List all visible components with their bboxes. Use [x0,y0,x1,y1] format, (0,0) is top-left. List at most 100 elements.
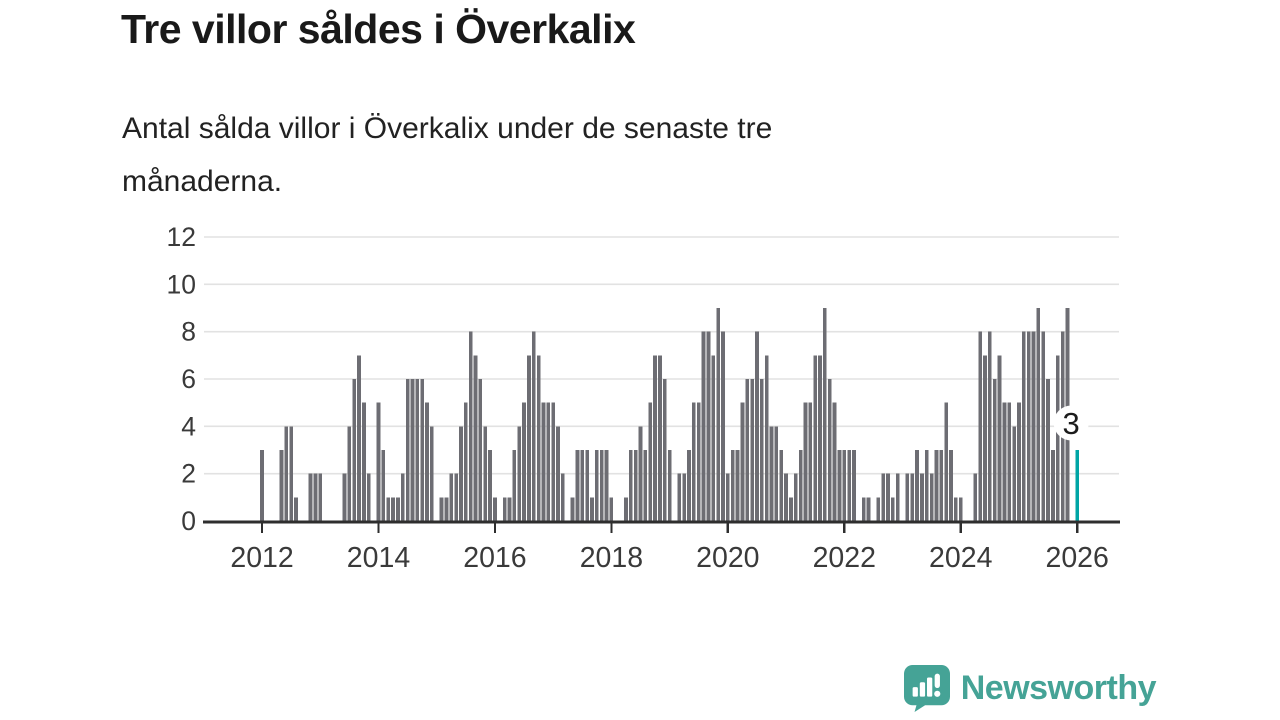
month-bar [1012,426,1016,521]
subtitle-line-1: Antal sålda villor i Överkalix under de … [122,112,773,145]
month-bar [561,473,565,521]
month-bar [430,426,434,521]
month-bar [1017,402,1021,521]
x-axis-tick-label: 2022 [813,542,876,574]
month-bar [866,497,871,521]
month-bar [468,331,473,521]
month-bar [1075,450,1080,521]
month-bar [493,497,497,521]
month-bar [861,497,866,521]
month-bar [294,497,298,521]
month-bar [415,379,420,521]
month-bar [803,402,808,521]
month-bar [425,402,429,521]
x-axis-tick-label: 2014 [347,542,411,574]
month-bar [973,473,978,521]
month-bar [895,473,900,521]
month-bar [517,426,522,521]
month-bar [978,331,982,521]
month-bar [638,426,643,521]
month-bar [929,473,934,521]
month-bar [454,473,458,521]
month-bar [852,450,856,521]
month-bar [570,497,575,521]
month-bar [444,497,449,521]
month-bar [992,379,997,521]
month-bar [1021,331,1026,521]
month-bar [924,450,929,521]
month-bar [687,450,691,521]
month-bar [284,426,289,521]
month-bar [653,355,657,521]
month-bar [949,450,953,521]
month-bar [876,497,881,521]
month-bar [289,426,294,521]
month-bar [391,497,395,521]
month-bar [541,402,546,521]
month-bar [522,402,526,521]
month-bar [1055,355,1060,521]
subtitle-line-2: månaderna. [122,165,283,198]
month-bar [701,331,706,521]
month-bar [604,450,609,521]
newsworthy-speech-bubble-barchart-icon [903,665,950,712]
month-bar [594,450,599,521]
month-bar [920,473,924,521]
month-bar [813,355,818,521]
month-bar [308,473,313,521]
month-bar [648,402,653,521]
month-bar [396,497,400,521]
month-bar [1026,331,1031,521]
month-bar [590,497,594,521]
month-bar [1051,450,1055,521]
month-bar [376,402,381,521]
x-axis-tick-label: 2018 [580,542,643,574]
month-bar [362,402,366,521]
month-bar [1031,331,1036,521]
x-axis-tick-label: 2024 [929,542,993,574]
month-bar [696,402,701,521]
month-bar [944,402,949,521]
month-bar [279,450,284,521]
month-bar [832,402,837,521]
month-bar [954,497,958,521]
month-bar [381,450,386,521]
month-bar [721,331,725,521]
latest-value-label: 3 [1063,406,1080,441]
month-bar [735,450,740,521]
month-bar [784,473,788,521]
month-bar [910,473,915,521]
y-axis-tick-label: 12 [167,222,196,252]
month-bar [750,379,754,521]
month-bar [958,497,963,521]
month-bar [1007,402,1012,521]
month-bar [983,355,987,521]
y-axis-tick-label: 10 [167,269,196,299]
month-bar [677,473,682,521]
month-bar [682,473,687,521]
month-bar [769,426,774,521]
x-axis-tick-label: 2026 [1045,542,1108,574]
month-bar [260,450,264,521]
month-bar [478,379,483,521]
y-axis-tick-label: 6 [181,364,196,394]
month-bar [939,450,944,521]
month-bar [1002,402,1007,521]
month-bar [352,379,357,521]
x-axis-tick-label: 2016 [463,542,526,574]
month-bar [934,450,939,521]
month-bar [881,473,885,521]
month-bar [988,331,992,521]
month-bar [692,402,696,521]
month-bar [1041,331,1046,521]
month-bar [551,402,556,521]
month-bar [711,355,716,521]
month-bar [633,450,638,521]
month-bar [318,473,323,521]
month-bar [405,379,410,521]
month-bar [842,450,847,521]
y-axis-tick-label: 0 [181,506,196,536]
y-axis-tick-label: 4 [181,411,196,441]
